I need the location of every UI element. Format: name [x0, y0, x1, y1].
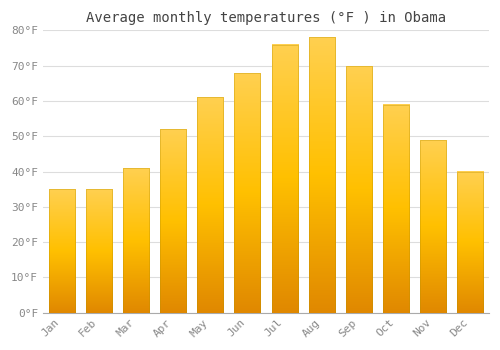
Bar [48, 189, 74, 313]
Bar [160, 129, 186, 313]
Bar [308, 37, 334, 313]
Bar [272, 44, 297, 313]
Bar [86, 189, 112, 313]
Bar [420, 140, 446, 313]
Bar [234, 73, 260, 313]
Bar [197, 97, 223, 313]
Bar [346, 66, 372, 313]
Bar [383, 105, 409, 313]
Title: Average monthly temperatures (°F ) in Obama: Average monthly temperatures (°F ) in Ob… [86, 11, 446, 25]
Bar [123, 168, 149, 313]
Bar [458, 172, 483, 313]
